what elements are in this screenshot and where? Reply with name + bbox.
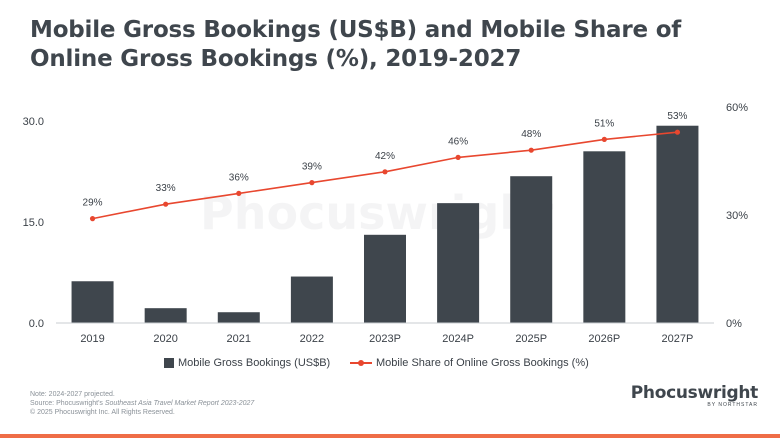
bar [364, 234, 406, 323]
share-data-label: 42% [375, 151, 395, 162]
footer-accent-line [0, 434, 780, 438]
share-point [601, 136, 607, 142]
share-data-label: 29% [83, 198, 103, 209]
watermark: Phocuswright [200, 186, 555, 240]
bar [290, 276, 333, 323]
x-tick-label: 2027P [662, 333, 694, 345]
bar [217, 312, 260, 323]
note-text: Note: 2024-2027 projected. [30, 391, 115, 398]
legend-bar-swatch [164, 358, 174, 368]
share-data-label: 46% [448, 136, 468, 147]
share-point [236, 190, 242, 196]
share-data-label: 51% [594, 118, 614, 129]
legend: Mobile Gross Bookings (US$B) Mobile Shar… [0, 357, 780, 375]
share-point [455, 154, 461, 160]
legend-line-label: Mobile Share of Online Gross Bookings (%… [376, 357, 589, 369]
share-data-label: 33% [156, 183, 176, 194]
bar [437, 203, 480, 323]
y-left-tick-label: 30.0 [23, 116, 44, 128]
brand-sub: BY NORTHSTAR [707, 402, 758, 408]
brand-name: Phocuswright [630, 383, 759, 403]
footnotes: Note: 2024-2027 projected. Source: Phocu… [30, 390, 254, 417]
share-point [89, 216, 96, 222]
y-left-tick-label: 0.0 [29, 318, 44, 330]
source-text: Source: Phocuswright's Southeast Asia Tr… [30, 399, 254, 408]
legend-item-line: Mobile Share of Online Gross Bookings (%… [350, 357, 589, 369]
source-title: Southeast Asia Travel Market Report 2023… [104, 400, 255, 407]
x-tick-label: 2023P [369, 333, 401, 345]
y-right-tick-label: 0% [726, 318, 742, 330]
legend-item-bar: Mobile Gross Bookings (US$B) [164, 357, 330, 369]
bar [144, 308, 187, 323]
y-left-tick-label: 15.0 [23, 217, 44, 229]
legend-line-swatch [350, 360, 372, 366]
y-right-tick-label: 60% [726, 102, 748, 114]
share-data-label: 39% [302, 162, 322, 173]
brand-logo: Phocuswright BY NORTHSTAR [630, 383, 759, 408]
x-tick-label: 2022 [300, 333, 324, 345]
share-point [382, 169, 388, 175]
share-data-label: 36% [229, 172, 249, 183]
share-data-label: 53% [667, 111, 687, 122]
x-tick-label: 2026P [588, 333, 620, 345]
x-tick-label: 2020 [153, 333, 177, 345]
chart-title: Mobile Gross Bookings (US$B) and Mobile … [30, 17, 682, 72]
bar [583, 151, 626, 323]
x-tick-label: 2021 [227, 333, 251, 345]
bar [510, 176, 553, 323]
bar [656, 125, 699, 323]
share-point [674, 129, 681, 135]
legend-bar-label: Mobile Gross Bookings (US$B) [178, 357, 331, 369]
x-tick-label: 2024P [442, 333, 474, 345]
x-tick-label: 2019 [80, 333, 104, 345]
source-prefix: Source: Phocuswright's [30, 400, 105, 407]
share-point [163, 201, 169, 207]
share-data-label: 48% [521, 129, 541, 140]
x-tick-label: 2025P [515, 333, 547, 345]
bar [71, 281, 114, 323]
share-point [528, 147, 534, 153]
y-right-tick-label: 30% [726, 210, 748, 222]
copyright-text: © 2025 Phocuswright Inc. All Rights Rese… [30, 409, 175, 416]
share-point [309, 180, 315, 186]
